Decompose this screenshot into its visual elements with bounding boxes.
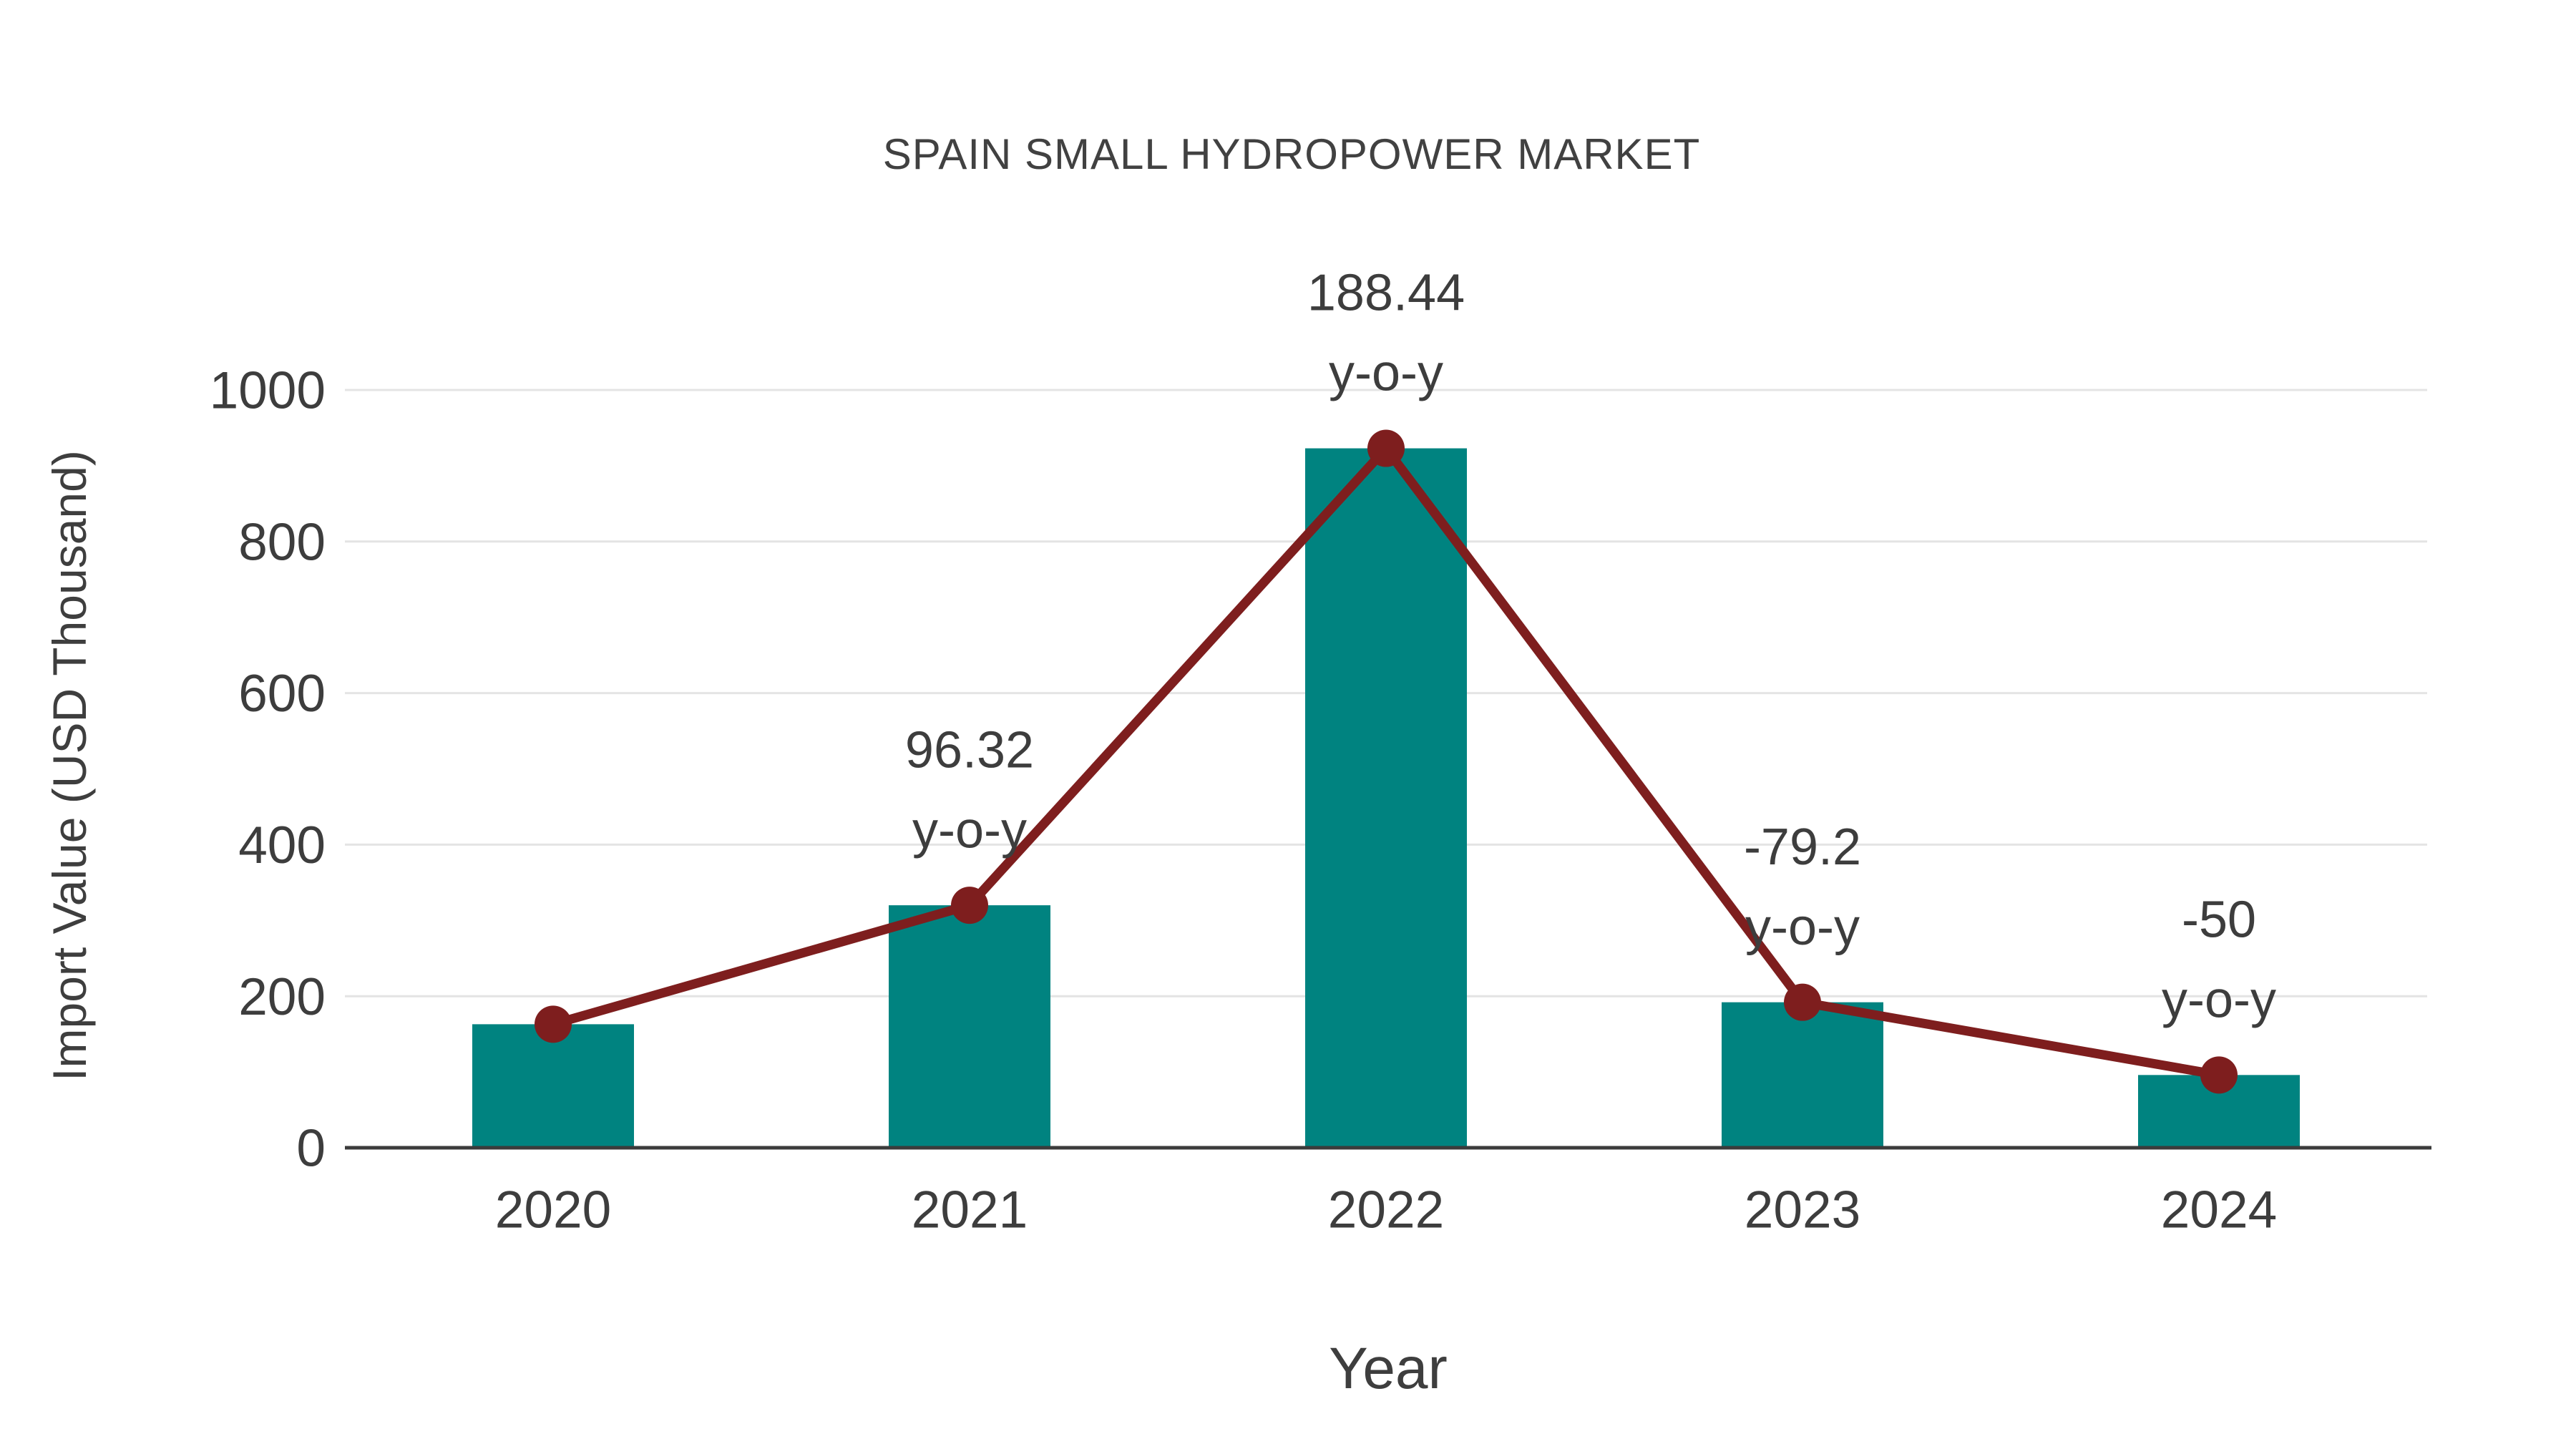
chart-title: SPAIN SMALL HYDROPOWER MARKET <box>883 130 1701 178</box>
bar-2022 <box>1305 448 1467 1148</box>
annotation-value-2024: -50 <box>2182 892 2256 949</box>
annotations: 96.32 y-o-y 188.44 y-o-y -79.2 y-o-y -50 y-o-y <box>905 265 2276 1029</box>
bar-2021 <box>889 905 1050 1148</box>
line-marker-2021 <box>951 887 988 924</box>
line-marker-2024 <box>2200 1056 2238 1094</box>
y-tick-label: 0 <box>296 1120 326 1178</box>
line-marker-2020 <box>535 1005 572 1043</box>
y-tick-label: 400 <box>238 816 326 874</box>
annotation-yoy-2024: y-o-y <box>2162 972 2276 1029</box>
x-tick-label: 2020 <box>495 1181 611 1239</box>
line-marker-2022 <box>1367 429 1405 467</box>
x-tick-labels: 2020 2021 2022 2023 2024 <box>495 1181 2277 1239</box>
line-markers <box>535 429 2238 1094</box>
y-tick-label: 1000 <box>210 362 326 420</box>
x-tick-label: 2021 <box>912 1181 1028 1239</box>
annotation-value-2022: 188.44 <box>1307 265 1465 322</box>
bar-2023 <box>1722 1002 1883 1148</box>
bar-series <box>472 448 2300 1148</box>
annotation-yoy-2022: y-o-y <box>1329 345 1443 402</box>
y-tick-label: 800 <box>238 513 326 571</box>
y-tick-labels: 0 200 400 600 800 1000 <box>210 362 326 1178</box>
y-axis-label: Import Value (USD Thousand) <box>43 450 96 1081</box>
y-tick-label: 600 <box>238 665 326 723</box>
annotation-value-2021: 96.32 <box>905 721 1034 779</box>
x-axis-label: Year <box>1329 1336 1448 1401</box>
line-marker-2023 <box>1784 983 1821 1021</box>
bar-2020 <box>472 1024 634 1148</box>
x-tick-label: 2022 <box>1328 1181 1444 1239</box>
y-tick-label: 200 <box>238 968 326 1026</box>
annotation-yoy-2023: y-o-y <box>1745 899 1860 956</box>
annotation-value-2023: -79.2 <box>1744 819 1861 876</box>
x-tick-label: 2024 <box>2161 1181 2277 1239</box>
annotation-yoy-2021: y-o-y <box>912 801 1027 859</box>
x-tick-label: 2023 <box>1745 1181 1860 1239</box>
